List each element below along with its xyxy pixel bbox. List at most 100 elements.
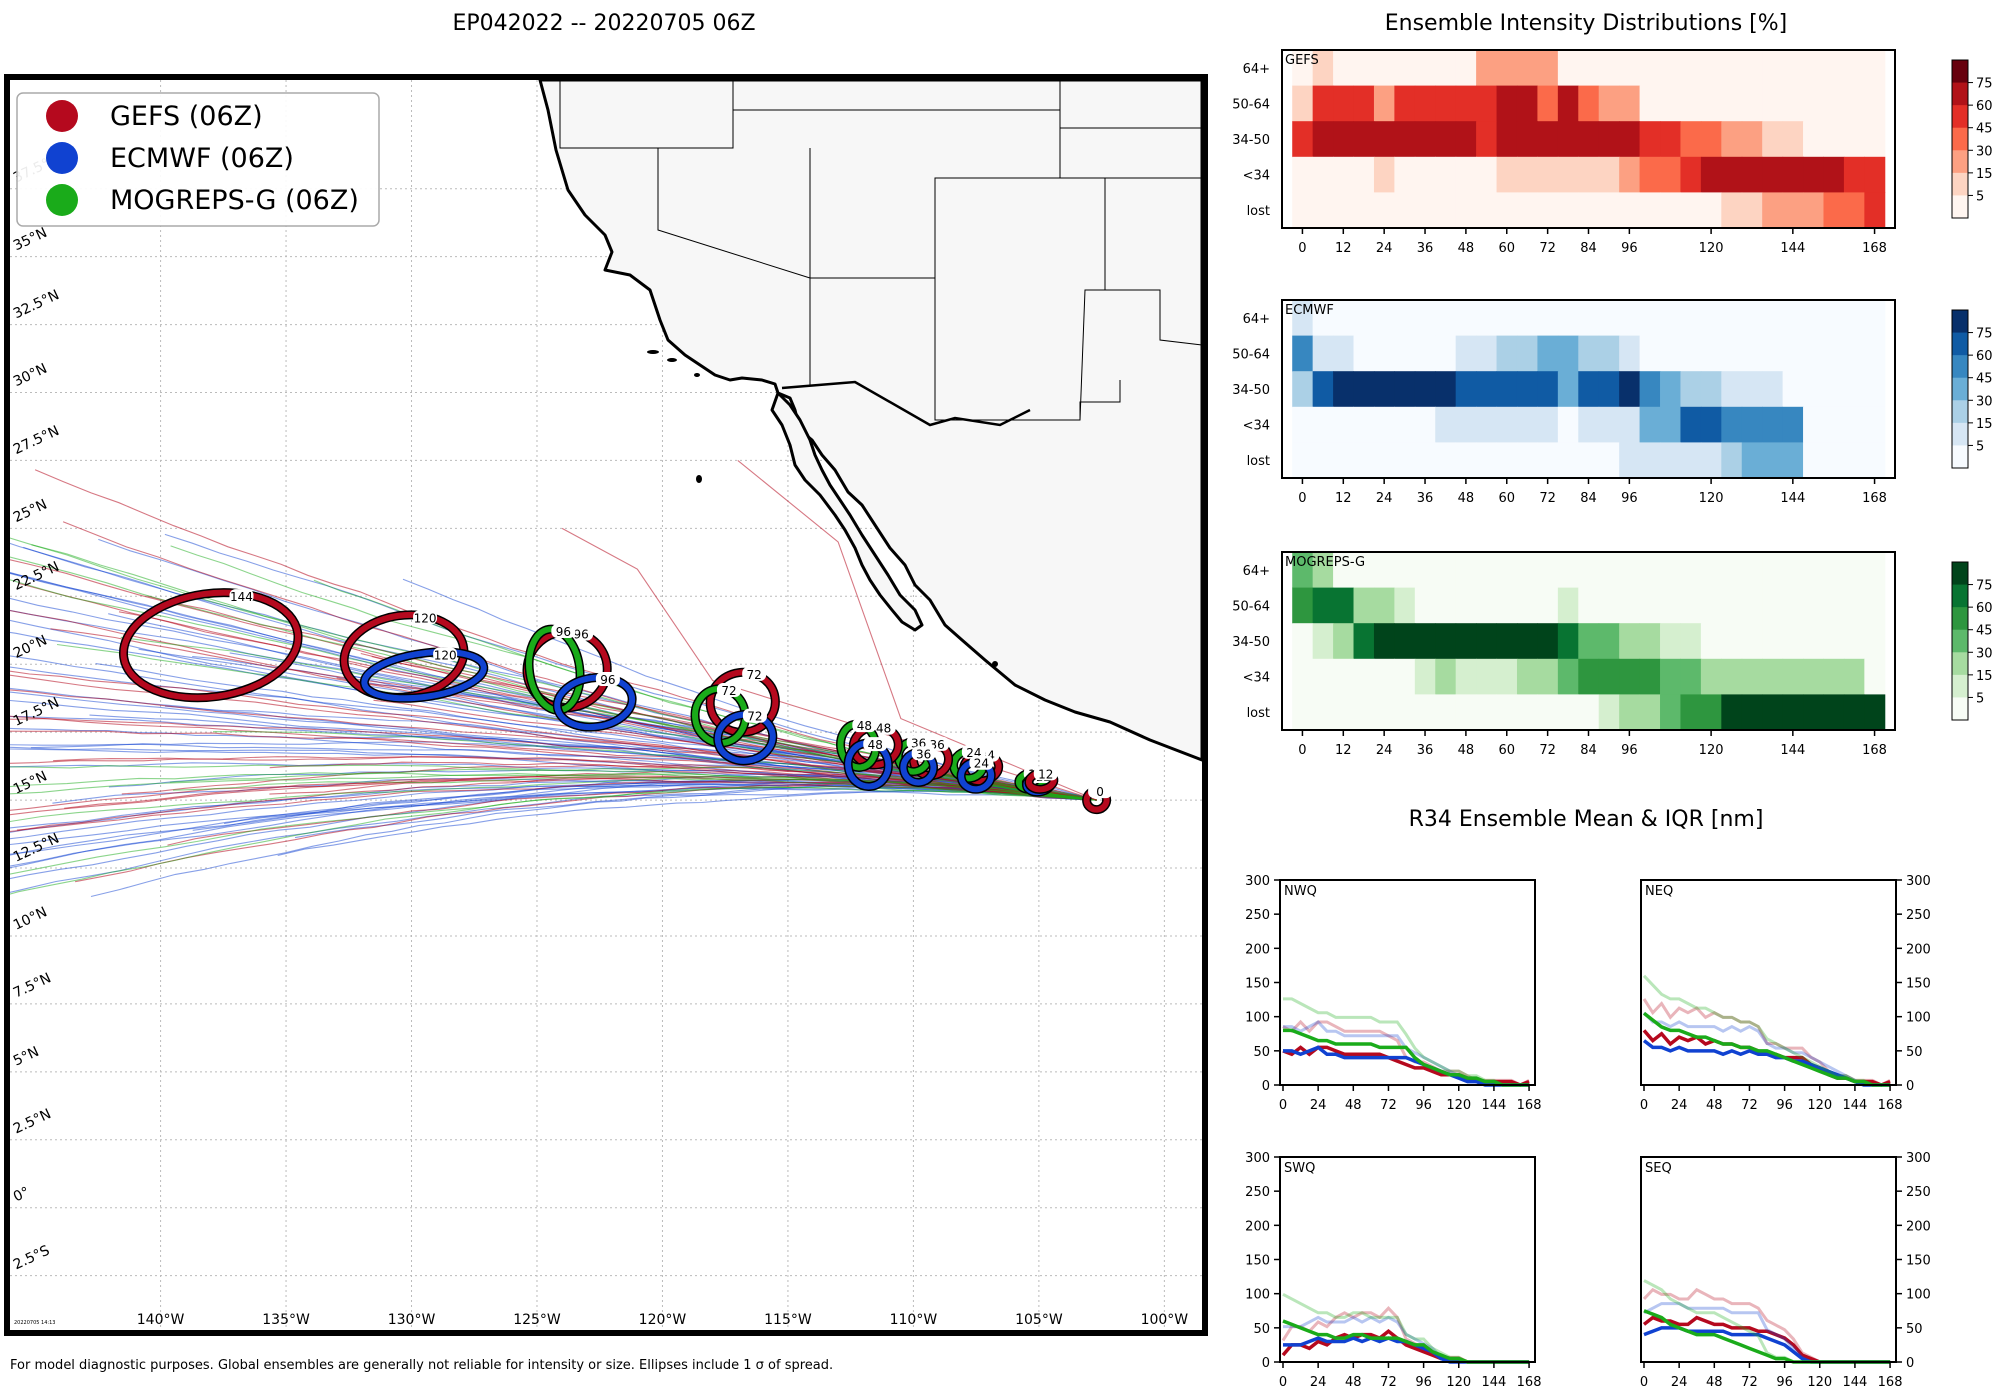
heatmap-cell [1455, 156, 1477, 193]
ellipse-ecmwf-96: 96 [552, 672, 637, 732]
heatmap-cell [1700, 50, 1722, 87]
heatmap-cell [1353, 335, 1375, 372]
ellipse-label-bg [433, 647, 458, 662]
heatmap-cell [1292, 658, 1314, 695]
ensemble-track-ecmwf [294, 791, 1097, 839]
heatmap-cell [1578, 335, 1600, 372]
heatmap-cell [1333, 121, 1355, 158]
colorbar-segment [1952, 674, 1968, 698]
heatmap-cell [1741, 156, 1763, 193]
heatmap-cell [1455, 623, 1477, 660]
heatmap-cell [1516, 442, 1538, 479]
heatmap-cell [1864, 121, 1886, 158]
heatmap-cell [1312, 623, 1334, 660]
ellipse-label-bg [852, 718, 877, 733]
heatmap-cell [1823, 335, 1845, 372]
ellipse-label-bg [716, 683, 741, 698]
colorbar-frame [1951, 59, 1969, 219]
heatmap-cell [1639, 300, 1661, 337]
heatmap-cell [1578, 300, 1600, 337]
heatmap-cell [1292, 335, 1314, 372]
colorbar-tick-label: 60 [1976, 601, 1993, 616]
heatmap-x-tick-label: 24 [1376, 491, 1393, 506]
heatmap-x-tick-label: 120 [1699, 743, 1724, 758]
heatmap-cell [1598, 371, 1620, 408]
heatmap-cell [1803, 50, 1824, 87]
colorbar-segment [1952, 310, 1968, 334]
state-borders [559, 80, 1202, 421]
r34-y-tick-label: 150 [1245, 977, 1270, 992]
r34-x-tick-label: 144 [1843, 1098, 1868, 1113]
heatmap-x-tick-label: 84 [1580, 491, 1597, 506]
heatmap-cell [1476, 587, 1498, 624]
heatmap-cell [1843, 300, 1865, 337]
heatmap-cell [1823, 300, 1845, 337]
heatmap-cell [1496, 121, 1518, 158]
heatmap-cell [1843, 121, 1865, 158]
ellipse-hour-label: 48 [868, 738, 883, 752]
colorbar-tick-label: 15 [1976, 167, 1993, 182]
heatmap-cell [1394, 442, 1416, 479]
heatmap-cell [1823, 156, 1845, 193]
heatmap-cell [1435, 300, 1457, 337]
colorbar-segment [1952, 127, 1968, 151]
island [647, 350, 659, 354]
heatmap-cell [1639, 442, 1661, 479]
heatmap-cell [1455, 694, 1477, 731]
heatmap-cell [1373, 587, 1395, 624]
heatmap-cell [1373, 406, 1395, 443]
heatmap-cell [1333, 156, 1355, 193]
heatmap-cell [1803, 121, 1824, 158]
heatmap-cell [1455, 587, 1477, 624]
heatmap-cell [1353, 300, 1375, 337]
r34-x-tick-label: 96 [1415, 1375, 1432, 1390]
heatmap-cell [1823, 658, 1845, 695]
r34-x-tick-label: 0 [1279, 1098, 1287, 1113]
heatmap-cell [1496, 658, 1518, 695]
heatmap-cell [1762, 694, 1784, 731]
heatmap-cell [1578, 587, 1600, 624]
heatmap-cell [1782, 442, 1804, 479]
heatmap-cell [1292, 694, 1314, 731]
heatmap-cell [1353, 552, 1375, 589]
heatmap-cell [1803, 442, 1824, 479]
heatmap-cell [1782, 694, 1804, 731]
heatmap-cell [1455, 406, 1477, 443]
heatmap-x-tick-label: 0 [1298, 743, 1306, 758]
heatmap-cell [1292, 121, 1314, 158]
colorbar-frame [1951, 561, 1969, 721]
heatmap-cell [1639, 406, 1661, 443]
r34-panel-nwq: NWQ 0 50 100 150 200 250 300 0 24 48 72 96 120 144 168 [1245, 874, 1541, 1113]
heatmap-cell [1373, 371, 1395, 408]
heatmap-cell [1333, 552, 1355, 589]
r34-y-tick-label: 0 [1906, 1356, 1914, 1371]
heatmap-cell [1537, 121, 1559, 158]
ensemble-track-mogreps [10, 777, 1097, 823]
colorbar-tick-label: 30 [1976, 394, 1993, 409]
r34-y-tick-label: 150 [1906, 977, 1931, 992]
ellipse-ecmwf-120: 120 [359, 647, 489, 703]
heatmap-cell [1476, 552, 1498, 589]
heatmap-cell [1823, 50, 1845, 87]
heatmap-cell [1292, 406, 1314, 443]
land-baja-california [770, 391, 924, 632]
colorbar-segment [1952, 82, 1968, 106]
heatmap-cell [1864, 335, 1886, 372]
heatmap-cell [1721, 658, 1743, 695]
heatmap-x-tick-label: 36 [1417, 743, 1434, 758]
heatmap-cell [1578, 121, 1600, 158]
heatmap-cell [1455, 658, 1477, 695]
heatmap-cell [1557, 623, 1579, 660]
r34-y-tick-label: 200 [1245, 1219, 1270, 1234]
heatmap-x-tick-label: 0 [1298, 491, 1306, 506]
heatmap-cell [1680, 300, 1702, 337]
heatmap-cell [1353, 587, 1375, 624]
heatmap-cell [1639, 156, 1661, 193]
r34-x-tick-label: 72 [1380, 1375, 1397, 1390]
heatmap-cell [1721, 85, 1743, 122]
legend-marker-gefs [46, 100, 78, 132]
colorbar-tick-label: 5 [1976, 439, 1984, 454]
heatmap-cell [1680, 442, 1702, 479]
heatmap-cell [1496, 156, 1518, 193]
heatmap-cell [1373, 121, 1395, 158]
